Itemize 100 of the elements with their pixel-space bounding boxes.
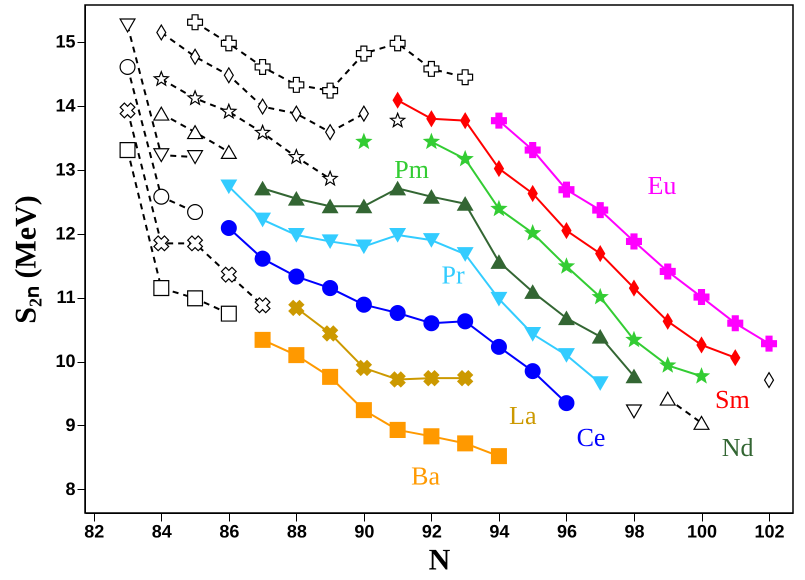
x-tick-label: 98 — [624, 522, 644, 542]
series-label: Ba — [411, 462, 440, 491]
point — [457, 370, 474, 386]
x-tick-label: 92 — [422, 522, 442, 542]
x-tick-label: 102 — [754, 522, 785, 542]
point — [693, 289, 710, 306]
point — [457, 247, 474, 262]
x-tick-label: 88 — [286, 522, 307, 542]
point — [356, 402, 372, 418]
point — [153, 280, 170, 296]
point — [524, 284, 541, 299]
point — [322, 82, 338, 99]
point — [187, 290, 204, 306]
y-tick-label: 11 — [56, 287, 76, 308]
point — [390, 228, 406, 242]
y-tick-label: 15 — [55, 32, 76, 52]
point — [626, 233, 642, 250]
x-tick-label: 96 — [556, 522, 577, 542]
y-tick-label: 10 — [55, 351, 76, 372]
point — [288, 192, 304, 206]
point — [153, 148, 170, 162]
point — [626, 332, 642, 346]
point — [423, 428, 440, 444]
point — [558, 182, 574, 198]
point — [592, 289, 608, 304]
point — [626, 369, 642, 384]
x-tick-label: 94 — [489, 522, 510, 542]
point — [490, 448, 507, 464]
point — [220, 306, 237, 322]
point — [558, 258, 574, 273]
point — [390, 372, 406, 388]
point — [626, 404, 642, 418]
y-tick-label: 12 — [55, 223, 76, 244]
point — [120, 102, 136, 118]
point — [288, 76, 304, 93]
point — [390, 112, 406, 128]
point — [254, 332, 271, 348]
point — [490, 292, 507, 306]
point — [322, 326, 338, 342]
point — [490, 112, 507, 129]
point — [491, 200, 507, 216]
point — [288, 347, 304, 364]
y-tick-label: 9 — [65, 414, 76, 435]
series-label: La — [509, 400, 537, 430]
point — [490, 338, 507, 355]
point — [558, 395, 574, 412]
point — [592, 376, 608, 390]
point — [490, 254, 507, 269]
series-label: Pr — [442, 260, 465, 290]
point — [592, 330, 608, 344]
point — [288, 228, 304, 242]
point — [390, 181, 406, 196]
point — [153, 106, 170, 121]
point — [120, 18, 136, 32]
point — [220, 220, 237, 236]
point — [288, 300, 304, 316]
point — [423, 60, 440, 77]
point — [187, 204, 204, 220]
point — [524, 142, 541, 158]
point — [524, 327, 541, 342]
y-tick-label: 14 — [55, 95, 76, 116]
point — [423, 315, 440, 332]
point — [457, 69, 474, 86]
point — [153, 188, 170, 205]
point — [390, 35, 406, 52]
point — [694, 368, 710, 383]
text: Nd — [722, 432, 754, 462]
point — [187, 90, 203, 105]
point — [187, 125, 204, 140]
point — [390, 422, 406, 438]
point — [221, 104, 236, 118]
point — [322, 199, 338, 214]
series-label: Eu — [647, 170, 676, 200]
y-axis-title: S₂ₙ (MeV) — [9, 195, 42, 324]
point — [322, 368, 338, 385]
point — [525, 225, 540, 240]
point — [424, 134, 440, 148]
point — [423, 233, 440, 248]
point — [457, 313, 474, 330]
series-label: Ce — [576, 423, 606, 452]
point — [220, 266, 237, 283]
point — [558, 348, 574, 362]
point — [254, 250, 271, 267]
point — [558, 311, 574, 326]
point — [322, 280, 338, 296]
point — [356, 134, 372, 148]
point — [254, 124, 270, 140]
point — [220, 35, 237, 52]
x-axis-title: N — [428, 544, 451, 576]
x-tick-label: 100 — [686, 522, 718, 542]
point — [120, 142, 136, 158]
point — [761, 336, 778, 352]
point — [356, 360, 372, 376]
point — [154, 71, 169, 86]
point — [660, 263, 676, 280]
point — [356, 199, 372, 214]
point — [423, 190, 440, 204]
point — [660, 357, 676, 372]
y-tick-label: 13 — [55, 159, 76, 180]
point — [423, 370, 440, 386]
